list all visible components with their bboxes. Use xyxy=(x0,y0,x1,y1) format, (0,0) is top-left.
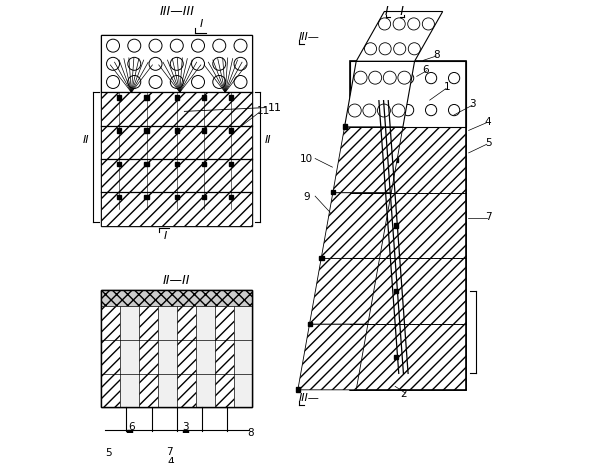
Bar xyxy=(394,289,398,294)
Text: 6: 6 xyxy=(422,65,428,75)
Bar xyxy=(120,306,139,407)
Text: 8: 8 xyxy=(433,50,440,60)
Text: 11: 11 xyxy=(257,106,270,116)
Text: I: I xyxy=(163,232,167,241)
Text: 2: 2 xyxy=(400,389,407,399)
Bar xyxy=(296,387,301,392)
Bar xyxy=(233,306,253,407)
Bar xyxy=(101,35,253,92)
Bar xyxy=(139,306,158,407)
Bar xyxy=(145,95,149,100)
Bar xyxy=(117,195,121,200)
Bar xyxy=(101,92,253,125)
Bar xyxy=(202,95,206,100)
Bar xyxy=(347,157,352,162)
Text: 10: 10 xyxy=(300,154,313,163)
Bar xyxy=(347,355,352,359)
Bar xyxy=(101,159,253,192)
Bar xyxy=(175,195,179,200)
Bar xyxy=(347,289,352,294)
Bar xyxy=(101,290,253,306)
Bar xyxy=(319,256,324,260)
Polygon shape xyxy=(298,324,368,390)
Polygon shape xyxy=(344,61,415,127)
Text: II: II xyxy=(265,135,271,145)
Bar xyxy=(101,125,253,159)
Bar xyxy=(331,190,335,194)
Bar xyxy=(145,128,149,133)
Text: 5: 5 xyxy=(485,138,491,148)
Text: I: I xyxy=(200,19,203,30)
Text: III—: III— xyxy=(299,32,320,43)
Bar xyxy=(350,127,466,193)
Bar xyxy=(175,128,179,133)
Bar xyxy=(175,162,179,166)
Bar xyxy=(350,258,466,324)
Text: 4: 4 xyxy=(485,117,491,127)
Text: II—II: II—II xyxy=(163,275,191,288)
Text: I—I: I—I xyxy=(385,5,405,18)
Bar xyxy=(229,195,233,200)
Bar xyxy=(394,223,398,228)
Text: 4: 4 xyxy=(168,457,175,463)
Polygon shape xyxy=(321,193,391,258)
Bar xyxy=(308,321,312,326)
Text: 6: 6 xyxy=(128,422,134,432)
Text: 1: 1 xyxy=(443,82,451,92)
Bar xyxy=(101,306,120,407)
Text: 7: 7 xyxy=(166,447,173,457)
Bar xyxy=(347,223,352,228)
Bar xyxy=(117,95,121,100)
Text: 11: 11 xyxy=(268,103,281,113)
Bar xyxy=(117,162,121,166)
Text: III—III: III—III xyxy=(159,5,194,18)
Text: 3: 3 xyxy=(470,100,476,109)
Bar xyxy=(127,431,132,436)
Bar xyxy=(229,95,233,100)
Bar xyxy=(117,128,121,133)
Text: 3: 3 xyxy=(182,422,189,432)
Text: 8: 8 xyxy=(247,428,254,438)
Bar xyxy=(183,431,188,436)
Bar xyxy=(145,162,149,166)
Bar xyxy=(350,61,466,127)
Polygon shape xyxy=(333,127,403,193)
Bar xyxy=(229,162,233,166)
Bar xyxy=(145,195,149,200)
Bar xyxy=(202,195,206,200)
Bar xyxy=(175,95,179,100)
Text: III—: III— xyxy=(299,393,320,403)
Bar xyxy=(350,324,466,390)
Bar xyxy=(394,157,398,162)
Polygon shape xyxy=(310,258,380,324)
Bar xyxy=(343,125,347,129)
Bar xyxy=(394,355,398,359)
Text: 5: 5 xyxy=(105,448,112,457)
Bar xyxy=(101,290,253,407)
Bar xyxy=(158,306,177,407)
Polygon shape xyxy=(356,12,443,61)
Bar xyxy=(202,128,206,133)
Text: 7: 7 xyxy=(485,212,491,222)
Bar xyxy=(350,61,466,390)
Bar xyxy=(196,306,215,407)
Bar xyxy=(350,193,466,258)
Text: 9: 9 xyxy=(303,193,310,202)
Bar xyxy=(101,192,253,225)
Bar xyxy=(229,128,233,133)
Bar xyxy=(202,162,206,166)
Bar xyxy=(177,306,196,407)
Bar xyxy=(101,35,253,225)
Bar xyxy=(215,306,233,407)
Text: II: II xyxy=(83,135,89,145)
Bar xyxy=(101,290,253,407)
